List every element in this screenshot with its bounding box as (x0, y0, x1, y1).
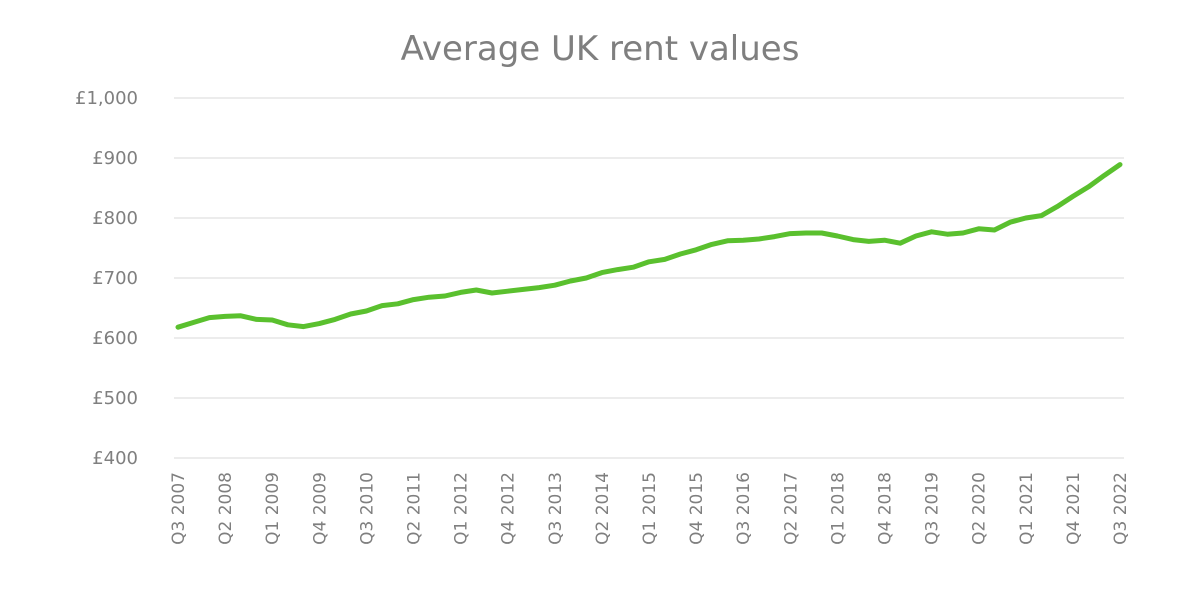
y-tick-label: £900 (92, 148, 138, 169)
x-tick-label: Q1 2012 (452, 472, 472, 545)
x-tick-label: Q4 2021 (1064, 472, 1084, 545)
y-tick-label: £800 (92, 208, 138, 229)
x-tick-label: Q2 2017 (781, 472, 801, 545)
x-tick-label: Q3 2016 (734, 472, 754, 545)
x-tick-label: Q2 2011 (405, 472, 425, 545)
x-tick-label: Q4 2018 (876, 472, 896, 545)
x-tick-label: Q4 2012 (499, 472, 519, 545)
x-tick-label: Q2 2020 (970, 472, 990, 545)
y-tick-label: £400 (92, 448, 138, 469)
x-tick-label: Q4 2015 (687, 472, 707, 545)
y-axis-ticks: £400 £500 £600 £700 £800 £900 £1,000 (75, 88, 138, 469)
x-tick-label: Q1 2009 (263, 472, 283, 545)
x-tick-label: Q3 2013 (546, 472, 566, 545)
chart-title: Average UK rent values (401, 29, 800, 69)
x-axis-ticks: Q3 2007 Q2 2008 Q1 2009 Q4 2009 Q3 2010 Q2 20… (169, 472, 1131, 545)
x-tick-label: Q4 2009 (310, 472, 330, 545)
y-tick-label: £700 (92, 268, 138, 289)
y-tick-label: £1,000 (75, 88, 138, 109)
x-tick-label: Q3 2022 (1111, 472, 1131, 545)
series-line (175, 162, 1123, 330)
y-tick-label: £500 (92, 388, 138, 409)
x-tick-label: Q3 2019 (923, 472, 943, 545)
x-tick-label: Q1 2018 (828, 472, 848, 545)
x-tick-label: Q1 2015 (640, 472, 660, 545)
x-tick-label: Q3 2007 (169, 472, 189, 545)
x-tick-label: Q2 2008 (216, 472, 236, 545)
x-tick-label: Q3 2010 (357, 472, 377, 545)
series-layer (175, 162, 1123, 330)
gridlines (174, 97, 1124, 459)
x-tick-label: Q2 2014 (593, 472, 613, 545)
x-tick-label: Q1 2021 (1017, 472, 1037, 545)
y-tick-label: £600 (92, 328, 138, 349)
